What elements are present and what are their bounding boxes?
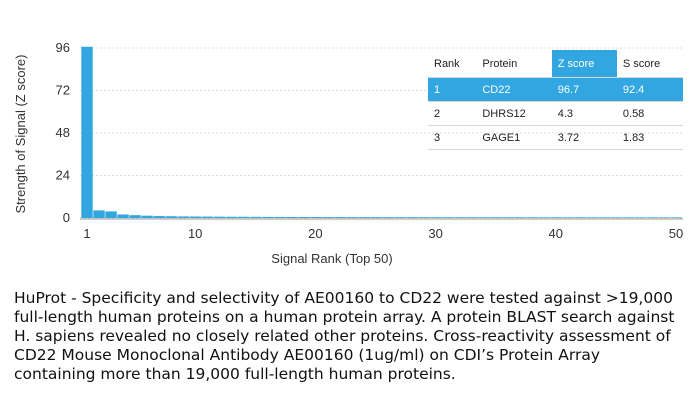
x-tick-label: 20 bbox=[308, 226, 322, 241]
bar-rank-45 bbox=[610, 217, 622, 218]
bar-rank-33 bbox=[465, 217, 478, 218]
bar-rank-11 bbox=[201, 216, 213, 218]
x-tick-label: 30 bbox=[428, 226, 442, 241]
bar-rank-7 bbox=[153, 216, 165, 218]
cell-rank: 2 bbox=[428, 101, 477, 126]
y-tick-label: 0 bbox=[63, 210, 70, 225]
x-tick-label: 10 bbox=[188, 226, 202, 241]
bar-rank-23 bbox=[345, 217, 358, 218]
bar-rank-41 bbox=[562, 217, 574, 218]
bar-rank-46 bbox=[622, 217, 634, 218]
bar-rank-39 bbox=[538, 217, 550, 218]
cell-rank: 1 bbox=[428, 77, 477, 102]
x-tick-label: 50 bbox=[669, 226, 683, 241]
bar-rank-28 bbox=[405, 217, 418, 218]
bar-rank-26 bbox=[381, 217, 394, 218]
cell-z-score: 3.72 bbox=[551, 125, 617, 150]
bar-rank-17 bbox=[273, 216, 286, 218]
bar-rank-35 bbox=[489, 217, 502, 218]
cell-protein: DHRS12 bbox=[476, 101, 552, 126]
bar-rank-42 bbox=[574, 217, 586, 218]
bar-rank-3 bbox=[105, 211, 117, 218]
bar-rank-36 bbox=[502, 217, 514, 218]
y-axis-title: Strength of Signal (Z score) bbox=[13, 55, 28, 214]
bar-rank-47 bbox=[634, 217, 646, 218]
bar-rank-4 bbox=[117, 214, 129, 218]
y-tick-label: 96 bbox=[56, 40, 70, 55]
cell-z-score: 4.3 bbox=[551, 101, 617, 126]
bar-rank-13 bbox=[225, 216, 237, 218]
bars bbox=[81, 46, 682, 218]
y-tick-label: 24 bbox=[56, 168, 70, 183]
bar-rank-38 bbox=[526, 217, 538, 218]
bar-rank-43 bbox=[586, 217, 598, 218]
header-protein: Protein bbox=[476, 50, 552, 78]
cell-s-score: 92.4 bbox=[616, 77, 683, 102]
bar-rank-20 bbox=[309, 217, 322, 218]
bar-rank-9 bbox=[177, 216, 189, 218]
cell-protein: CD22 bbox=[476, 77, 552, 102]
table-row: 2 DHRS12 4.3 0.58 bbox=[428, 101, 683, 126]
bar-rank-1 bbox=[81, 46, 93, 218]
y-tick-label: 48 bbox=[56, 125, 70, 140]
bar-rank-49 bbox=[658, 217, 670, 218]
x-tick-labels: 1 10 20 30 40 50 bbox=[83, 226, 683, 241]
bar-rank-16 bbox=[261, 216, 274, 218]
cell-protein: GAGE1 bbox=[476, 125, 552, 150]
bar-rank-32 bbox=[453, 217, 466, 218]
table-header-row: Rank Protein Z score S score bbox=[428, 50, 683, 78]
bar-rank-30 bbox=[429, 217, 442, 218]
bar-rank-2 bbox=[93, 210, 105, 218]
bar-rank-19 bbox=[297, 217, 310, 218]
cell-z-score: 96.7 bbox=[551, 77, 617, 102]
bar-rank-27 bbox=[393, 217, 406, 218]
figure-caption: HuProt - Specificity and selectivity of … bbox=[14, 289, 675, 383]
table-row: 3 GAGE1 3.72 1.83 bbox=[428, 125, 683, 150]
cell-rank: 3 bbox=[428, 125, 477, 150]
bar-rank-10 bbox=[189, 216, 201, 218]
bar-rank-6 bbox=[141, 215, 153, 218]
x-tick-label: 1 bbox=[83, 226, 90, 241]
x-tick-label: 40 bbox=[549, 226, 563, 241]
bar-rank-31 bbox=[441, 217, 454, 218]
x-axis-title: Signal Rank (Top 50) bbox=[271, 251, 392, 266]
bar-rank-8 bbox=[165, 216, 177, 218]
bar-rank-14 bbox=[237, 216, 249, 218]
bar-rank-29 bbox=[417, 217, 430, 218]
bar-rank-12 bbox=[213, 216, 225, 218]
cell-s-score: 1.83 bbox=[616, 125, 683, 150]
bar-rank-15 bbox=[249, 216, 261, 218]
y-tick-label: 72 bbox=[56, 83, 70, 98]
bar-rank-34 bbox=[477, 217, 490, 218]
bar-rank-21 bbox=[321, 217, 334, 218]
bar-rank-24 bbox=[357, 217, 370, 218]
bar-rank-48 bbox=[646, 217, 658, 218]
bar-rank-5 bbox=[129, 215, 141, 218]
bar-rank-37 bbox=[514, 217, 526, 218]
bar-rank-40 bbox=[550, 217, 562, 218]
chart: 0 24 48 72 96 1 10 20 30 40 50 Signal Rank (Top 5… bbox=[13, 40, 683, 266]
bar-rank-50 bbox=[670, 217, 682, 218]
header-rank: Rank bbox=[428, 50, 477, 78]
bar-rank-18 bbox=[285, 216, 298, 218]
header-s-score: S score bbox=[616, 50, 683, 78]
y-tick-labels: 0 24 48 72 96 bbox=[56, 40, 70, 225]
bar-rank-25 bbox=[369, 217, 382, 218]
rank-table: Rank Protein Z score S score 1 CD22 96.7… bbox=[428, 50, 683, 150]
header-z-score: Z score bbox=[551, 50, 617, 78]
bar-rank-44 bbox=[598, 217, 610, 218]
table-row: 1 CD22 96.7 92.4 bbox=[428, 77, 683, 102]
cell-s-score: 0.58 bbox=[616, 101, 683, 126]
bar-rank-22 bbox=[333, 217, 346, 218]
